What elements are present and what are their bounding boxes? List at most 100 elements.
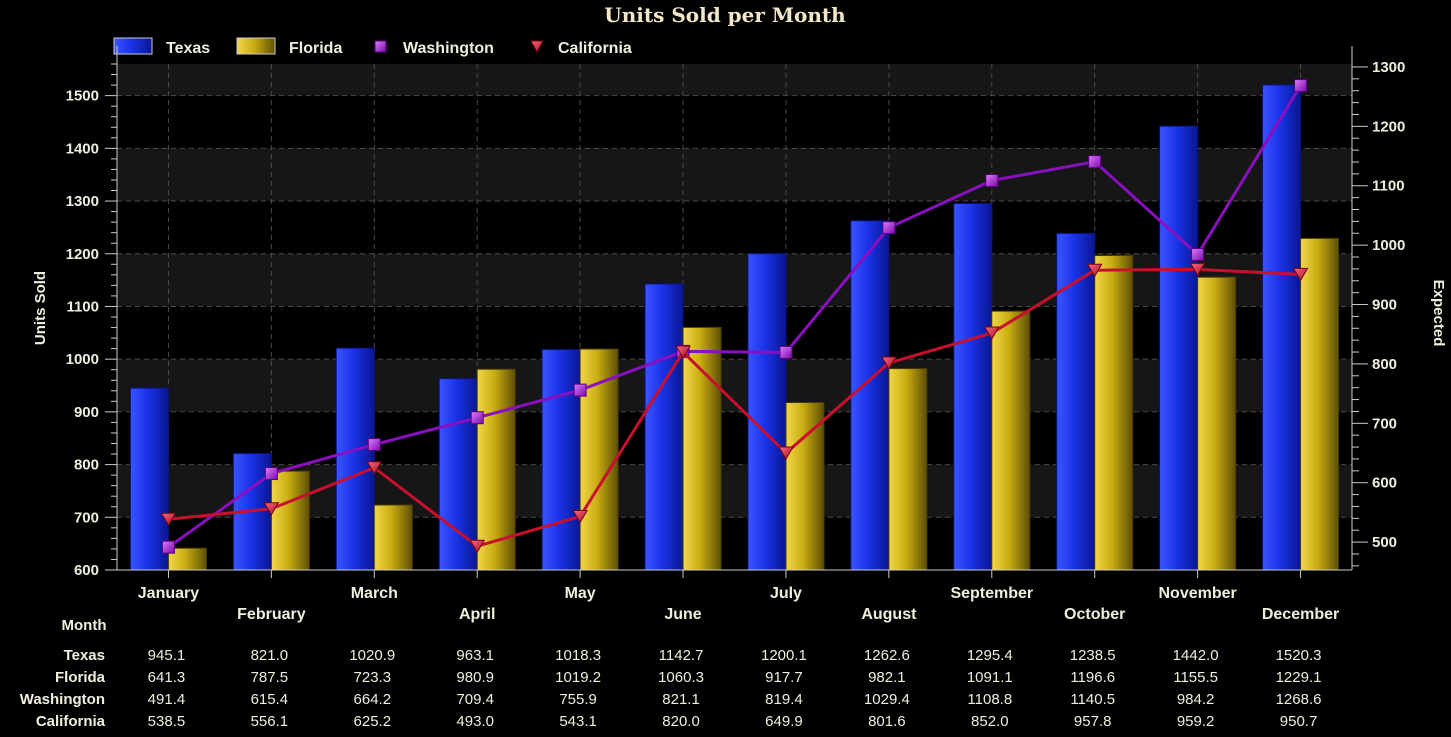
marker-washington <box>1294 79 1308 93</box>
marker-california <box>160 512 177 527</box>
table-cell: 649.9 <box>765 713 803 730</box>
table-cell: 615.4 <box>251 691 289 708</box>
category-label: April <box>459 606 495 623</box>
table-cell: 984.2 <box>1177 691 1215 708</box>
table-row-label: Texas <box>64 647 105 664</box>
bar-texas <box>541 349 581 571</box>
table-cell: 819.4 <box>765 691 803 708</box>
marker-california <box>1086 263 1103 278</box>
table-cell: 1108.8 <box>967 691 1012 708</box>
marker-washington <box>470 411 484 425</box>
marker-washington <box>985 174 999 188</box>
category-label: August <box>861 606 917 623</box>
bar-florida <box>1197 276 1237 571</box>
y2-tick-label: 700 <box>1372 415 1397 432</box>
table-cell: 852.0 <box>971 713 1009 730</box>
marker-california <box>1292 267 1309 282</box>
table-cell: 1142.7 <box>659 647 704 664</box>
table-cell: 493.0 <box>456 713 494 730</box>
table-cell: 1155.5 <box>1173 669 1218 686</box>
y-tick-label: 800 <box>74 457 99 474</box>
legend: Texas Florida Washington California <box>113 37 632 57</box>
marker-washington <box>882 221 896 235</box>
x-axis-title: Month <box>62 617 107 634</box>
legend-swatch-washington <box>374 40 387 53</box>
table-cell: 821.0 <box>251 647 289 664</box>
legend-swatch-california <box>530 40 544 54</box>
y-tick-label: 700 <box>74 509 99 526</box>
y-tick-label: 1500 <box>66 88 99 105</box>
y2-tick-label: 1300 <box>1372 59 1405 76</box>
marker-washington <box>264 467 278 481</box>
marker-california <box>1189 262 1206 277</box>
bar-texas <box>747 253 787 571</box>
marker-california <box>469 539 486 554</box>
table-cell: 950.7 <box>1280 713 1318 730</box>
plot-band <box>117 64 1352 96</box>
axes: 600 700 800 900 1000 1100 1200 1300 1400 1500 500 6… <box>66 46 1405 579</box>
table-cell: 959.2 <box>1177 713 1215 730</box>
table-cell: 1091.1 <box>967 669 1013 686</box>
y-tick-label: 1400 <box>66 140 99 157</box>
table-cell: 1442.0 <box>1173 647 1219 664</box>
y2-tick-label: 600 <box>1372 475 1397 492</box>
y2-tick-label: 1100 <box>1372 178 1405 195</box>
marker-california <box>778 446 794 461</box>
table-cell: 664.2 <box>354 691 392 708</box>
legend-label: California <box>558 40 632 57</box>
legend-label: Florida <box>289 40 342 57</box>
legend-swatch-texas <box>113 37 153 55</box>
y-axis-title: Units Sold <box>32 271 49 345</box>
plot-band <box>117 464 1352 518</box>
bar-florida <box>1300 237 1340 571</box>
table-cell: 945.1 <box>148 647 186 664</box>
table-cell: 1262.6 <box>864 647 910 664</box>
bar-texas <box>1262 84 1302 571</box>
table-cell: 1268.6 <box>1276 691 1322 708</box>
legend-swatch-florida <box>236 37 276 55</box>
legend-label: Washington <box>403 40 494 57</box>
line-california <box>168 267 1301 548</box>
marker-washington <box>1191 248 1205 262</box>
y-tick-label: 1100 <box>66 298 99 315</box>
bar-florida <box>682 326 722 571</box>
marker-washington <box>1088 155 1102 169</box>
category-label: March <box>351 585 398 602</box>
table-cell: 1019.2 <box>555 669 601 686</box>
y-tick-label: 1200 <box>66 246 99 263</box>
bar-texas <box>850 220 890 571</box>
table-cell: 1020.9 <box>349 647 395 664</box>
bar-florida <box>1094 255 1134 571</box>
marker-washington <box>367 438 381 452</box>
y2-tick-label: 800 <box>1372 356 1397 373</box>
bar-texas <box>1159 125 1199 571</box>
table-cell: 1196.6 <box>1070 669 1115 686</box>
x-axis-categories: January February March April May June July Augu… <box>138 585 1339 623</box>
table-cell: 963.1 <box>456 647 494 664</box>
table-cell: 957.8 <box>1074 713 1112 730</box>
marker-washington <box>573 383 587 397</box>
table-cell: 538.5 <box>148 713 186 730</box>
marker-washington <box>779 345 793 359</box>
table-cell: 755.9 <box>559 691 597 708</box>
category-label: May <box>565 585 596 602</box>
table-row-label: Florida <box>55 669 106 686</box>
plot-band <box>117 148 1352 202</box>
table-cell: 723.3 <box>354 669 392 686</box>
y-tick-label: 1000 <box>66 351 99 368</box>
table-cell: 556.1 <box>251 713 289 730</box>
bar-florida <box>991 310 1031 571</box>
bar-texas <box>335 347 375 571</box>
bar-florida <box>373 504 413 571</box>
table-cell: 543.1 <box>559 713 597 730</box>
chart-title: Units Sold per Month <box>604 3 846 27</box>
line-series <box>160 79 1309 554</box>
marker-california <box>983 326 1000 341</box>
marker-california <box>366 461 383 475</box>
data-table: Texas 945.1 821.0 1020.9 963.1 1018.3 1142.7 12… <box>20 647 1322 730</box>
bar-florida <box>888 368 928 571</box>
table-cell: 917.7 <box>765 669 803 686</box>
table-row-label: California <box>36 713 106 730</box>
category-label: January <box>138 585 199 602</box>
table-cell: 1229.1 <box>1276 669 1322 686</box>
